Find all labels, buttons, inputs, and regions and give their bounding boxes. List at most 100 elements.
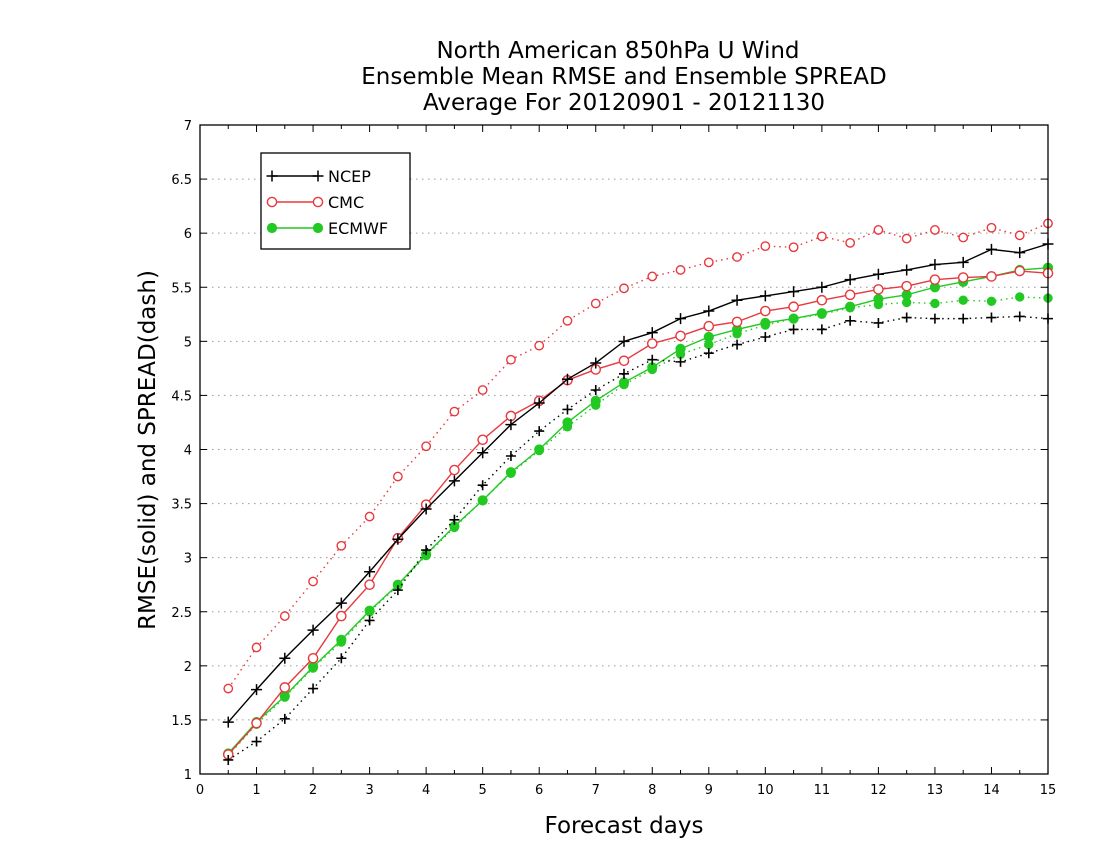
- x-axis: 0 1 2 3 4 5 6 7 8 9 10 11 12 13 14 15: [196, 125, 1056, 798]
- ncep-rmse-point: [251, 684, 263, 696]
- cmc-rmse-point: [816, 294, 828, 306]
- y-tick-label: 1: [184, 768, 192, 783]
- y-tick-label: 6: [184, 227, 192, 242]
- ecmwf-spread-line: [227, 296, 1049, 757]
- cmc-spread-point: [392, 471, 403, 482]
- legend-label-cmc: CMC: [328, 193, 364, 212]
- y-tick-label: 5: [184, 335, 192, 350]
- cmc-spread-point: [449, 406, 460, 417]
- y-tick-label: 5.5: [171, 281, 192, 296]
- ncep-rmse-point: [703, 305, 715, 317]
- y-axis-label: RMSE(solid) and SPREAD(dash): [135, 270, 161, 630]
- cmc-spread-point: [873, 225, 884, 235]
- ncep-spread-point: [901, 312, 912, 323]
- y-tick-label: 4: [184, 444, 192, 459]
- x-tick-label: 7: [592, 783, 600, 798]
- cmc-spread-point: [590, 298, 601, 309]
- x-axis-label: Forecast days: [545, 813, 704, 839]
- ecmwf-rmse-point: [307, 661, 319, 673]
- cmc-rmse-point: [279, 682, 291, 693]
- ncep-spread-point: [364, 615, 375, 626]
- ncep-rmse-point: [675, 313, 687, 325]
- ecmwf-rmse-point: [788, 313, 799, 324]
- legend-label-ncep: NCEP: [328, 167, 371, 186]
- ncep-rmse-point: [392, 533, 404, 545]
- cmc-spread-point: [534, 340, 545, 351]
- x-tick-label: 13: [927, 783, 944, 798]
- cmc-rmse-point: [477, 434, 488, 446]
- ncep-rmse-point: [929, 259, 941, 271]
- x-tick-label: 6: [535, 783, 543, 798]
- ncep-rmse-point: [759, 290, 771, 302]
- ncep-spread-point: [251, 736, 262, 747]
- ncep-rmse-line: [227, 243, 1049, 723]
- ecmwf-rmse-point: [336, 634, 347, 645]
- ncep-spread-point: [675, 356, 686, 367]
- x-tick-label: 1: [252, 783, 260, 798]
- ecmwf-rmse-point: [562, 417, 573, 428]
- cmc-rmse-point: [646, 338, 658, 349]
- ncep-rmse-point: [505, 419, 517, 431]
- y-tick-label: 3: [184, 552, 192, 567]
- x-tick-label: 14: [983, 783, 1000, 798]
- ecmwf-rmse-point: [618, 377, 630, 388]
- series-layer: [222, 218, 1054, 765]
- ncep-spread-point: [1014, 311, 1025, 322]
- ncep-rmse-point: [1014, 247, 1026, 259]
- ncep-rmse-point: [335, 597, 347, 609]
- ncep-rmse-point: [364, 566, 376, 578]
- ecmwf-rmse-point: [873, 294, 884, 305]
- ecmwf-spread-point: [986, 296, 997, 307]
- title-line-3: Average For 20120901 - 20121130: [423, 90, 825, 116]
- ncep-rmse-point: [590, 357, 602, 369]
- ecmwf-spread-point: [930, 298, 940, 309]
- cmc-spread-point: [279, 611, 290, 621]
- cmc-spread-point: [251, 642, 262, 653]
- cmc-spread-point: [364, 511, 375, 522]
- y-tick-label: 2.5: [171, 606, 192, 621]
- chart-title: North American 850hPa U Wind Ensemble Me…: [361, 38, 886, 116]
- ncep-spread-point: [816, 324, 827, 335]
- legend-marker-ncep: [312, 170, 324, 182]
- cmc-spread-point: [788, 242, 799, 253]
- ncep-spread-point: [929, 313, 940, 324]
- y-tick-label: 7: [184, 119, 192, 134]
- cmc-rmse-point: [901, 280, 912, 292]
- x-tick-label: 4: [422, 783, 430, 798]
- cmc-rmse-point: [929, 274, 941, 285]
- ncep-rmse-point: [618, 335, 630, 347]
- ecmwf-rmse-point: [901, 289, 912, 300]
- ecmwf-spread-point: [1015, 292, 1025, 302]
- cmc-spread-point: [958, 232, 969, 243]
- x-tick-label: 2: [309, 783, 317, 798]
- ncep-rmse-point: [222, 716, 234, 728]
- ncep-rmse-point: [307, 624, 319, 636]
- ncep-rmse-point: [420, 503, 432, 515]
- ncep-spread-point: [421, 545, 432, 556]
- ncep-spread-point: [308, 683, 319, 694]
- cmc-rmse-point: [760, 305, 771, 317]
- ncep-rmse-point: [533, 397, 545, 409]
- y-tick-label: 6.5: [171, 173, 192, 188]
- ncep-spread-point: [647, 354, 658, 365]
- ncep-spread-point: [223, 754, 234, 765]
- ncep-spread-point: [873, 317, 884, 328]
- ecmwf-rmse-point: [364, 605, 375, 616]
- ncep-spread-point: [392, 585, 403, 596]
- ncep-rmse-point: [477, 447, 489, 459]
- ecmwf-rmse-point: [845, 301, 856, 312]
- cmc-rmse-point: [788, 301, 799, 313]
- cmc-spread-point: [816, 231, 827, 242]
- x-tick-label: 0: [196, 783, 204, 798]
- cmc-spread-point: [901, 233, 912, 244]
- cmc-spread-point: [223, 683, 234, 694]
- ncep-spread-point: [590, 385, 601, 396]
- cmc-spread-point: [506, 354, 516, 365]
- cmc-rmse-point: [307, 652, 319, 664]
- title-line-1: North American 850hPa U Wind: [436, 38, 799, 64]
- ecmwf-rmse-point: [816, 308, 827, 319]
- x-tick-label: 9: [705, 783, 713, 798]
- ncep-spread-point: [562, 404, 573, 415]
- cmc-spread-point: [845, 238, 856, 248]
